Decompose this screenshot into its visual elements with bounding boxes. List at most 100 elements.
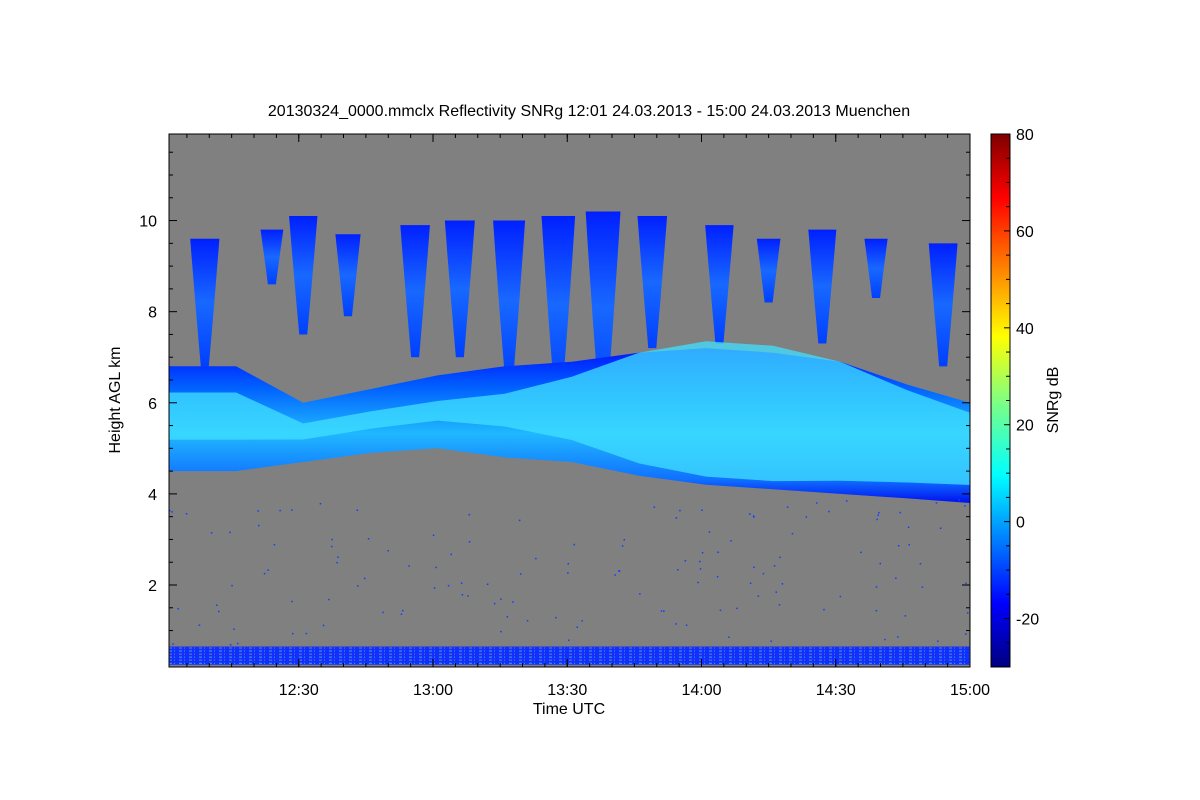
noise-pixel xyxy=(573,543,575,546)
colorbar-tick-label: 40 xyxy=(1016,321,1034,338)
noise-pixel xyxy=(860,551,862,554)
noise-pixel xyxy=(967,612,969,614)
noise-pixel xyxy=(679,509,681,512)
noise-pixel xyxy=(876,518,878,521)
x-tick-label: 13:00 xyxy=(413,682,453,699)
chart-title: 20130324_0000.mmclx Reflectivity SNRg 12… xyxy=(268,103,910,120)
noise-pixel xyxy=(450,553,452,556)
noise-pixel xyxy=(216,604,218,606)
noise-pixel xyxy=(753,516,755,518)
noise-pixel xyxy=(697,581,699,584)
fallstreak xyxy=(400,225,430,358)
noise-pixel xyxy=(775,591,777,593)
noise-pixel xyxy=(897,545,900,547)
cloud-layer-core xyxy=(169,341,970,485)
noise-pixel xyxy=(699,568,702,570)
noise-pixel xyxy=(555,616,557,619)
plot-area xyxy=(169,134,970,667)
noise-pixel xyxy=(736,607,738,610)
noise-pixel xyxy=(904,615,907,617)
noise-pixel xyxy=(171,511,173,513)
colorbar-tick-label: -20 xyxy=(1016,612,1039,629)
noise-pixel xyxy=(899,511,901,514)
noise-pixel xyxy=(500,630,502,633)
x-tick-label: 12:30 xyxy=(279,682,319,699)
noise-pixel xyxy=(875,609,878,612)
noise-pixel xyxy=(435,566,437,569)
noise-pixel xyxy=(402,609,404,612)
noise-pixel xyxy=(169,510,171,512)
colorbar-label: SNRg dB xyxy=(1045,367,1062,434)
noise-pixel xyxy=(331,538,333,541)
noise-pixel xyxy=(518,519,521,522)
noise-pixel xyxy=(218,610,220,613)
noise-pixel xyxy=(815,502,818,504)
noise-pixel xyxy=(468,541,471,543)
noise-pixel xyxy=(805,516,808,518)
noise-pixel xyxy=(875,586,878,588)
fallstreak xyxy=(585,211,621,403)
noise-pixel xyxy=(382,611,384,614)
noise-pixel xyxy=(363,577,366,580)
colorbar-axis: -20 0 20 40 60 80 xyxy=(1004,127,1039,668)
noise-pixel xyxy=(493,602,496,605)
colorbar-tick-label: 20 xyxy=(1016,418,1034,435)
noise-pixel xyxy=(717,551,719,553)
noise-pixel xyxy=(447,584,450,587)
y-axis-label: Height AGL km xyxy=(107,346,124,453)
noise-pixel xyxy=(753,566,755,569)
noise-pixel xyxy=(878,511,880,514)
noise-pixel xyxy=(535,557,537,560)
noise-pixel xyxy=(467,595,469,597)
noise-pixel xyxy=(273,543,276,546)
noise-pixel xyxy=(778,604,781,606)
noise-pixel xyxy=(331,545,333,548)
noise-pixel xyxy=(357,585,359,587)
noise-pixel xyxy=(322,624,325,627)
noise-pixel xyxy=(708,531,711,533)
noise-pixel xyxy=(701,509,703,511)
noise-pixel xyxy=(512,601,514,603)
noise-pixel xyxy=(749,582,752,585)
noise-pixel xyxy=(356,509,359,511)
noise-pixel xyxy=(336,561,338,564)
fallstreak xyxy=(637,216,668,349)
fallstreak xyxy=(756,238,781,303)
noise-pixel xyxy=(719,609,722,611)
y-tick-label: 2 xyxy=(148,578,157,595)
noise-pixel xyxy=(639,593,641,595)
noise-pixel xyxy=(919,563,922,565)
noise-pixel xyxy=(770,640,772,642)
noise-pixel xyxy=(897,636,899,638)
noise-pixel xyxy=(400,613,403,615)
fallstreak-group xyxy=(190,211,958,403)
x-tick-label: 13:30 xyxy=(547,682,587,699)
noise-pixel xyxy=(291,600,293,603)
noise-pixel xyxy=(568,639,570,641)
noise-pixel xyxy=(781,583,784,585)
noise-pixel xyxy=(229,644,232,646)
noise-pixel xyxy=(328,598,330,601)
noise-pixel xyxy=(823,608,825,611)
noise-pixel xyxy=(567,572,569,574)
y-tick-label: 6 xyxy=(148,396,157,413)
noise-pixel xyxy=(237,642,239,645)
noise-pixel xyxy=(964,505,966,507)
noise-pixel xyxy=(367,538,370,540)
noise-pixel xyxy=(231,584,233,587)
x-tick-label: 14:30 xyxy=(816,682,856,699)
noise-pixel xyxy=(939,527,942,529)
fallstreak xyxy=(864,238,888,298)
noise-pixel xyxy=(433,587,436,589)
fallstreak xyxy=(541,216,576,394)
colorbar-tick-label: 80 xyxy=(1016,127,1034,144)
noise-pixel xyxy=(526,620,529,622)
noise-pixel xyxy=(684,560,687,562)
noise-pixel xyxy=(229,531,231,534)
noise-pixel xyxy=(701,552,704,554)
y-tick-label: 8 xyxy=(148,305,157,322)
noise-pixel xyxy=(177,608,179,610)
noise-pixel xyxy=(387,550,389,552)
fallstreak xyxy=(335,234,361,317)
